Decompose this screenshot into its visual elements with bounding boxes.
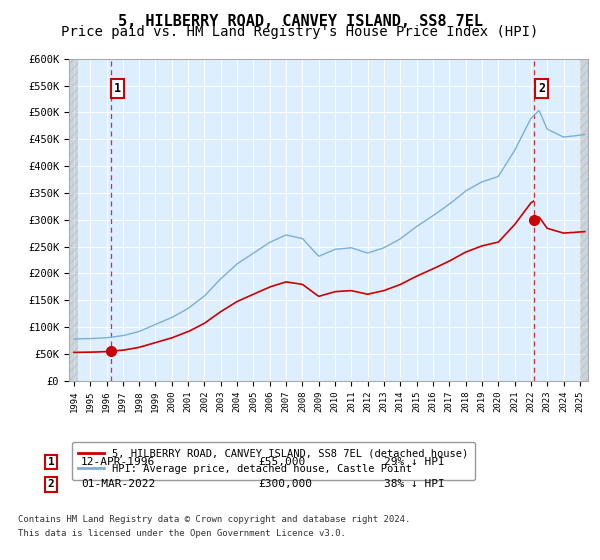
Text: 1: 1 bbox=[47, 457, 55, 467]
Text: £300,000: £300,000 bbox=[258, 479, 312, 489]
Text: 38% ↓ HPI: 38% ↓ HPI bbox=[384, 479, 445, 489]
Text: Contains HM Land Registry data © Crown copyright and database right 2024.: Contains HM Land Registry data © Crown c… bbox=[18, 515, 410, 524]
Legend: 5, HILBERRY ROAD, CANVEY ISLAND, SS8 7EL (detached house), HPI: Average price, d: 5, HILBERRY ROAD, CANVEY ISLAND, SS8 7EL… bbox=[71, 442, 475, 480]
Text: 29% ↓ HPI: 29% ↓ HPI bbox=[384, 457, 445, 467]
Text: 12-APR-1996: 12-APR-1996 bbox=[81, 457, 155, 467]
Text: 01-MAR-2022: 01-MAR-2022 bbox=[81, 479, 155, 489]
Text: Price paid vs. HM Land Registry's House Price Index (HPI): Price paid vs. HM Land Registry's House … bbox=[61, 25, 539, 39]
Text: This data is licensed under the Open Government Licence v3.0.: This data is licensed under the Open Gov… bbox=[18, 529, 346, 538]
Text: 5, HILBERRY ROAD, CANVEY ISLAND, SS8 7EL: 5, HILBERRY ROAD, CANVEY ISLAND, SS8 7EL bbox=[118, 14, 482, 29]
Text: 2: 2 bbox=[47, 479, 55, 489]
Text: 2: 2 bbox=[538, 82, 545, 95]
Text: £55,000: £55,000 bbox=[258, 457, 305, 467]
Text: 1: 1 bbox=[114, 82, 121, 95]
